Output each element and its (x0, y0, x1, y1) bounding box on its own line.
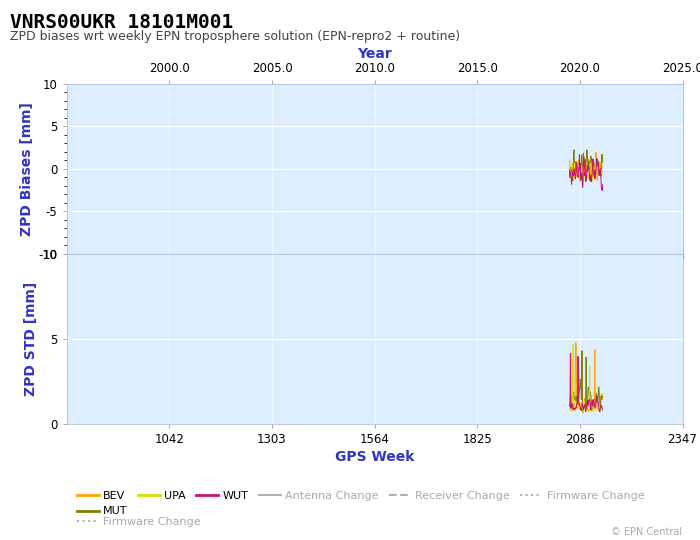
Text: © EPN Central: © EPN Central (611, 527, 682, 537)
Y-axis label: ZPD STD [mm]: ZPD STD [mm] (25, 282, 38, 396)
X-axis label: Year: Year (357, 46, 392, 60)
Legend: BEV, MUT, UPA, WUT, Antenna Change, Receiver Change, Firmware Change: BEV, MUT, UPA, WUT, Antenna Change, Rece… (72, 487, 649, 521)
X-axis label: GPS Week: GPS Week (335, 450, 414, 464)
Text: VNRS00UKR 18101M001: VNRS00UKR 18101M001 (10, 14, 234, 32)
Legend: Firmware Change: Firmware Change (72, 513, 205, 532)
Text: ZPD biases wrt weekly EPN troposphere solution (EPN-repro2 + routine): ZPD biases wrt weekly EPN troposphere so… (10, 30, 461, 43)
Y-axis label: ZPD Biases [mm]: ZPD Biases [mm] (20, 102, 34, 235)
